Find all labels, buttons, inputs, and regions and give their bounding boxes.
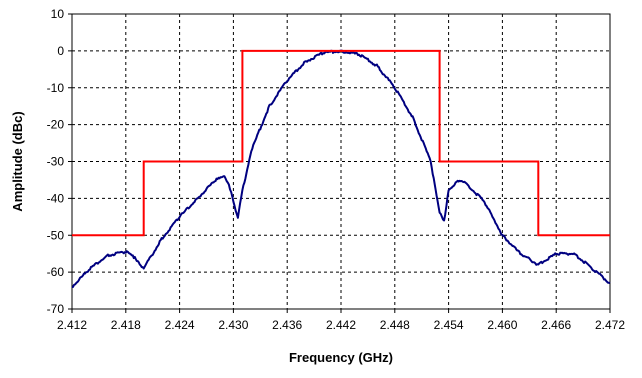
x-tick-label: 2.436	[272, 318, 302, 332]
y-tick-label: -50	[47, 228, 65, 242]
series-group	[71, 49, 611, 288]
x-tick-label: 2.430	[218, 318, 248, 332]
y-tick-label: -10	[47, 81, 65, 95]
x-axis-ticks: 2.412 2.418 2.424 2.430 2.436 2.442 2.448 2.454…	[57, 309, 625, 332]
y-tick-label: 10	[51, 7, 65, 21]
x-tick-label: 2.454	[434, 318, 464, 332]
y-axis-ticks: 10 0 -10 -20 -30 -40 -50 -60 -70	[47, 7, 72, 316]
mask-line	[72, 49, 610, 237]
gridlines	[72, 14, 610, 309]
x-tick-label: 2.418	[111, 318, 141, 332]
y-tick-label: 0	[57, 44, 64, 58]
y-axis-title: Amplitude (dBc)	[10, 111, 25, 211]
x-tick-label: 2.412	[57, 318, 87, 332]
y-tick-label: -30	[47, 155, 65, 169]
x-tick-label: 2.466	[541, 318, 571, 332]
x-tick-label: 2.448	[380, 318, 410, 332]
x-tick-label: 2.460	[487, 318, 517, 332]
y-tick-label: -20	[47, 118, 65, 132]
y-tick-label: -70	[47, 302, 65, 316]
y-tick-label: -60	[47, 265, 65, 279]
x-tick-label: 2.472	[595, 318, 625, 332]
x-tick-label: 2.442	[326, 318, 356, 332]
x-axis-title: Frequency (GHz)	[289, 350, 393, 365]
x-tick-label: 2.424	[165, 318, 195, 332]
y-tick-label: -40	[47, 191, 65, 205]
